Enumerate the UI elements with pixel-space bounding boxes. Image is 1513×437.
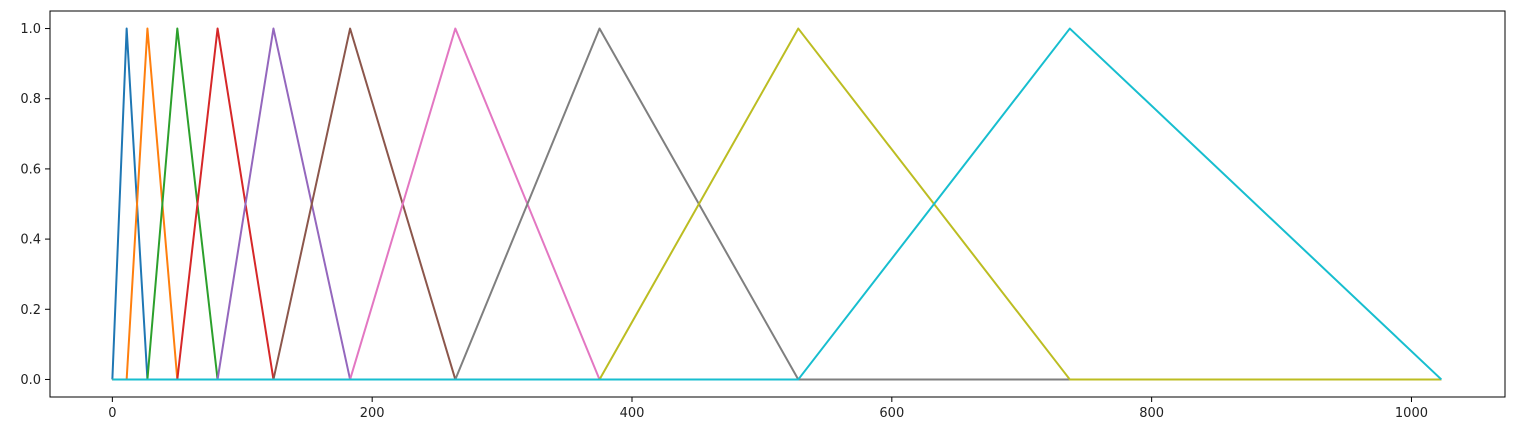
y-tick-label: 0.2 — [20, 303, 41, 318]
series-line-10 — [112, 27, 1443, 381]
x-tick-label: 200 — [360, 406, 385, 421]
y-axis: 0.0 0.2 0.4 0.6 0.8 1.0 — [20, 22, 50, 388]
x-tick-label: 400 — [620, 406, 645, 421]
x-tick-label: 1000 — [1395, 406, 1428, 421]
x-tick-label: 800 — [1139, 406, 1164, 421]
y-tick-label: 0.0 — [20, 373, 41, 388]
y-tick-label: 0.8 — [20, 92, 41, 107]
y-tick-label: 1.0 — [20, 22, 41, 37]
series-layer — [111, 27, 1443, 381]
x-tick-label: 0 — [108, 406, 116, 421]
x-tick-label: 600 — [879, 406, 904, 421]
x-axis: 0 200 400 600 800 1000 — [108, 397, 1428, 421]
y-tick-label: 0.4 — [20, 233, 41, 248]
y-tick-label: 0.6 — [20, 162, 41, 177]
plot-frame — [49, 10, 1506, 398]
